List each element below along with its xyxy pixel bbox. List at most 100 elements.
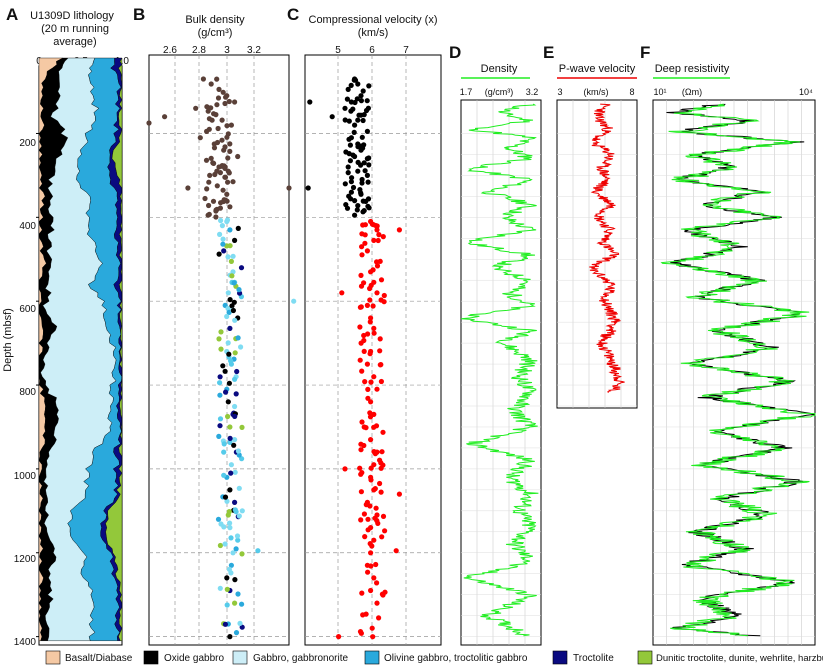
panel-b-dense-point-144 [227, 243, 233, 249]
panel-b-dense-point-143 [238, 265, 245, 271]
panel-c-dense-point-38 [347, 158, 353, 164]
panel-b-dense-point-10 [211, 111, 217, 117]
panel-b-dense-point-69 [239, 456, 245, 462]
panel-b-point-1-21 [228, 462, 234, 468]
panel-c-dense-point-10 [342, 117, 348, 123]
panel-c-dense-point-152 [381, 299, 387, 305]
panel-c-dense-point-109 [382, 528, 388, 534]
panel-b-dense-point-100 [226, 351, 232, 357]
panel-c-dense-point-145 [380, 234, 386, 240]
panel-b-dense-point-20 [215, 125, 221, 132]
panel-b-dense-point-117 [224, 498, 230, 504]
panel-b-dense-point-153 [232, 507, 238, 513]
panel-b-dense-point-52 [217, 170, 223, 176]
panel-c-dense-point-129 [358, 471, 364, 477]
panel-c-dense-point-78 [377, 348, 383, 354]
panel-f-shallow-trace [666, 103, 816, 637]
panel-b-dense-point-14 [214, 139, 221, 146]
panel-b-point-0-19 [207, 172, 213, 178]
panel-e-tick-1: 8 [629, 87, 634, 97]
panel-c-point-1-34 [393, 548, 399, 554]
panel-b-point-1-34 [255, 548, 261, 554]
panel-c-dense-point-59 [367, 297, 373, 303]
panel-c-dense-point-101 [359, 231, 365, 237]
panel-b-point-0-26 [227, 204, 233, 210]
panel-c-point-1-2 [371, 237, 377, 243]
panel-b-dense-point-132 [228, 535, 234, 541]
panel-c-dense-point-157 [361, 337, 367, 344]
panel-e-frame [556, 99, 638, 409]
panel-b-dense-point-145 [224, 313, 230, 320]
panel-b-dense-point-150 [217, 423, 223, 429]
panel-c-point-1-10 [371, 325, 377, 331]
panel-c-dense-point-91 [357, 465, 363, 471]
panel-b-dense-point-113 [215, 516, 222, 522]
panel-b-point-1-29 [228, 562, 234, 568]
panel-c-dense-point-64 [367, 319, 373, 325]
panel-b-point-1-30 [224, 575, 230, 581]
legend-label-olivine-gabbro: Olivine gabbro, troctolitic gabbro [384, 653, 528, 664]
panel-b-dense-point-118 [221, 441, 227, 447]
panel-c-title: Compressional velocity (x) [309, 14, 438, 26]
panel-frames [36, 54, 816, 646]
panel-c-point-0-11 [329, 114, 335, 120]
panel-c-dense-point-44 [365, 179, 371, 185]
panel-c-dense-point-43 [348, 108, 354, 114]
panel-b-dense-point-88 [224, 586, 230, 593]
panel-c-dense-point-34 [359, 134, 365, 140]
panel-c-point-1-36 [342, 466, 348, 472]
panel-b-dense-point-141 [236, 287, 242, 293]
panel-b-dense-point-41 [222, 174, 229, 180]
panel-c-dense-point-139 [359, 368, 365, 374]
panel-c-dense-point-108 [382, 589, 388, 595]
panel-b-dense-point-11 [226, 98, 232, 105]
panel-b-dense-point-109 [225, 413, 231, 420]
panel-b-dense-point-51 [224, 123, 230, 129]
panel-a-title-line-3: average) [53, 36, 96, 48]
panel-b-dense-point-133 [219, 223, 225, 229]
depth-tick-600: 600 [19, 304, 36, 315]
legend-label-gabbro: Gabbro, gabbronorite [253, 653, 349, 664]
panel-c-dense-point-16 [350, 152, 356, 158]
panel-c-dense-point-107 [358, 272, 364, 278]
panel-b-title: Bulk density [185, 14, 245, 26]
panel-c-point-0-1 [355, 81, 361, 87]
panel-c-dense-point-133 [362, 534, 368, 540]
legend-swatch-dunite [637, 650, 653, 665]
panel-b-dense-point-83 [217, 380, 223, 386]
panel-b-dense-point-103 [220, 236, 226, 242]
panel-c-dense-point-119 [379, 449, 385, 455]
panel-b-dense-point-30 [206, 211, 212, 217]
panel-b-dense-point-46 [226, 170, 232, 176]
panel-c-point-0-5 [342, 105, 348, 111]
panel-c-dense-point-121 [374, 259, 380, 265]
panel-b-dense-point-102 [239, 551, 245, 557]
depth-tick-800: 800 [19, 387, 36, 398]
panel-c-dense-point-105 [365, 331, 371, 337]
panel-e-log [589, 103, 625, 394]
panel-c-dense-point-142 [378, 489, 384, 495]
panel-c-dense-point-93 [375, 237, 381, 244]
panel-b-point-1-28 [230, 550, 236, 556]
panel-b-dense-point-90 [227, 439, 233, 445]
panel-b-dense-point-9 [211, 160, 217, 166]
panel-f-grid [653, 100, 815, 645]
panel-b-dense-point-158 [229, 273, 235, 279]
panel-c-dense-point-25 [343, 149, 349, 155]
panel-c-dense-point-65 [370, 634, 376, 640]
panel-c-dense-point-120 [378, 465, 384, 471]
panel-c-point-1-15 [374, 386, 380, 392]
panel-c-dense-point-17 [342, 181, 348, 187]
panel-b-dense-point-149 [230, 307, 236, 314]
panel-b-point-0-1 [208, 81, 214, 87]
panel-c-dense-point-26 [352, 99, 358, 106]
panel-b-dense-point-112 [226, 566, 232, 572]
panel-b-dense-point-157 [227, 435, 233, 441]
panel-c-dense-point-6 [360, 88, 366, 94]
panel-c-dense-point-141 [378, 378, 384, 385]
panel-f-log [660, 103, 816, 637]
panel-b-point-1-2 [232, 237, 238, 243]
panel-b-dense-point-47 [219, 137, 225, 143]
panel-b-dense-point-137 [218, 346, 224, 352]
panel-c-point-0-29 [348, 189, 354, 195]
